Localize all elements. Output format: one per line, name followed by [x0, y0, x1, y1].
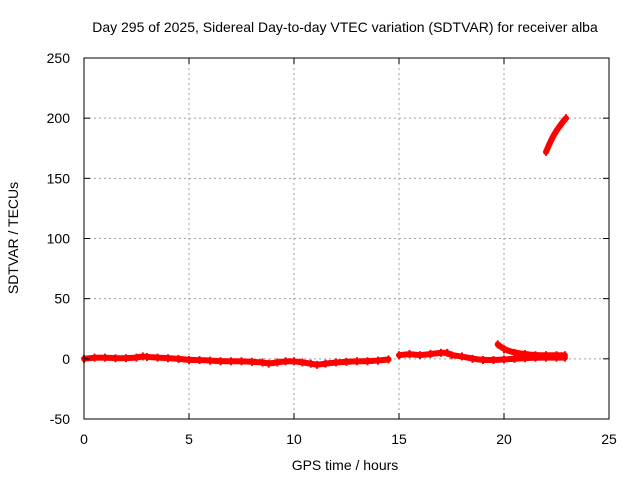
x-tick-label: 5 — [185, 431, 193, 447]
x-tick-label: 20 — [496, 431, 512, 447]
y-tick-label: 250 — [47, 50, 71, 66]
series-trace-c — [494, 341, 568, 359]
x-tick-label: 0 — [80, 431, 88, 447]
axes: 0 5 10 15 20 25 -50 0 50 100 150 200 250 — [47, 50, 617, 447]
x-tick-label: 10 — [286, 431, 302, 447]
y-axis-label: SDTVAR / TECUs — [5, 182, 21, 294]
x-axis-label: GPS time / hours — [292, 457, 399, 473]
chart-title: Day 295 of 2025, Sidereal Day-to-day VTE… — [92, 19, 598, 35]
y-tick-label: -50 — [50, 411, 70, 427]
y-tick-label: 0 — [62, 351, 70, 367]
series-layer — [81, 114, 569, 369]
y-tick-label: 150 — [47, 170, 71, 186]
y-tick-label: 50 — [54, 291, 70, 307]
y-tick-label: 200 — [47, 110, 71, 126]
series-trace-a — [81, 353, 392, 368]
x-tick-label: 25 — [601, 431, 617, 447]
y-tick-label: 100 — [47, 231, 71, 247]
x-tick-label: 15 — [391, 431, 407, 447]
